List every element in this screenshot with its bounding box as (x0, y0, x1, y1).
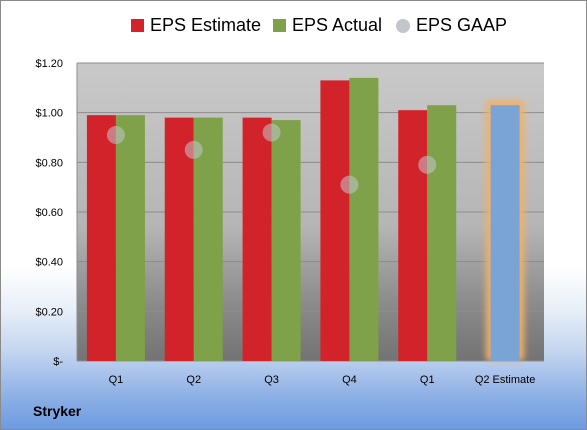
legend-swatch-gaap (396, 18, 410, 33)
bar-eps-actual (349, 77, 379, 362)
y-tick-label: $0.20 (35, 306, 63, 318)
bar-eps-estimate (164, 117, 194, 361)
legend-swatch-actual (273, 19, 286, 32)
bar-eps-estimate (320, 80, 350, 361)
point-eps-gaap (184, 140, 203, 159)
company-name: Stryker (33, 403, 82, 419)
y-tick-label: $0.60 (35, 207, 63, 219)
legend-item-actual: EPS Actual (273, 15, 382, 36)
bar-eps-estimate (242, 117, 272, 361)
y-tick-label: $0.40 (35, 257, 63, 269)
x-tick-label: Q3 (264, 374, 279, 386)
x-tick-label: Q2 (186, 374, 201, 386)
bar-eps-actual (271, 120, 301, 361)
legend: EPS Estimate EPS Actual EPS GAAP (1, 15, 586, 45)
x-tick-label: Q1 (420, 374, 435, 386)
bar-eps-estimate (398, 110, 428, 361)
x-tick-label: Q1 (109, 374, 124, 386)
legend-label-gaap: EPS GAAP (416, 15, 508, 35)
bar-eps-actual (427, 105, 457, 361)
y-tick-label: $1.00 (35, 108, 63, 120)
bar-eps-estimate (86, 115, 116, 362)
point-eps-gaap (340, 175, 359, 194)
legend-swatch-estimate (131, 19, 144, 32)
bar-eps-actual (115, 115, 145, 362)
legend-label-actual: EPS Actual (292, 15, 383, 35)
point-eps-gaap (418, 155, 437, 174)
legend-item-gaap: EPS GAAP (396, 15, 507, 36)
y-tick-label: $1.20 (35, 58, 63, 70)
y-tick-label: $- (53, 356, 63, 368)
bar-eps-q2-estimate (490, 105, 520, 361)
legend-label-estimate: EPS Estimate (150, 15, 262, 35)
legend-item-estimate: EPS Estimate (131, 15, 261, 36)
point-eps-gaap (106, 126, 125, 145)
x-tick-label: Q4 (342, 374, 357, 386)
bar-eps-actual (193, 117, 223, 361)
point-eps-gaap (262, 123, 281, 142)
y-tick-label: $0.80 (35, 157, 63, 169)
x-tick-label: Q2 Estimate (475, 374, 536, 386)
